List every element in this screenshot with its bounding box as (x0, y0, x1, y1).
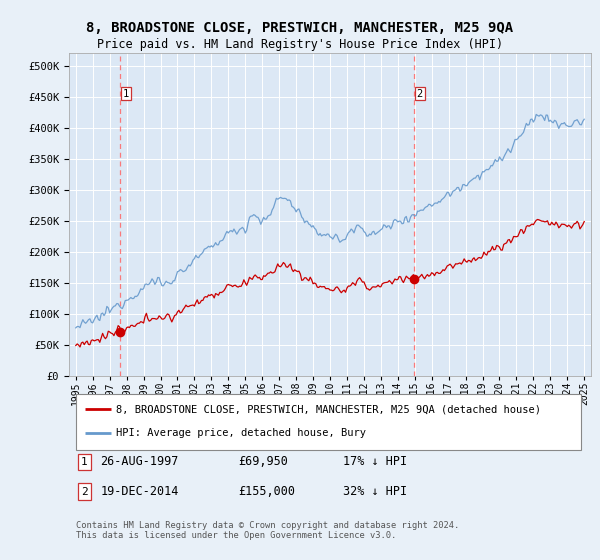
Text: 1: 1 (123, 88, 129, 99)
Text: 17% ↓ HPI: 17% ↓ HPI (343, 455, 407, 468)
Text: 19-DEC-2014: 19-DEC-2014 (100, 486, 179, 498)
Text: 2: 2 (416, 88, 423, 99)
FancyBboxPatch shape (76, 394, 581, 450)
Text: Price paid vs. HM Land Registry's House Price Index (HPI): Price paid vs. HM Land Registry's House … (97, 38, 503, 50)
Text: 8, BROADSTONE CLOSE, PRESTWICH, MANCHESTER, M25 9QA (detached house): 8, BROADSTONE CLOSE, PRESTWICH, MANCHEST… (116, 404, 541, 414)
Text: £155,000: £155,000 (239, 486, 296, 498)
Text: Contains HM Land Registry data © Crown copyright and database right 2024.
This d: Contains HM Land Registry data © Crown c… (76, 521, 459, 540)
Text: 32% ↓ HPI: 32% ↓ HPI (343, 486, 407, 498)
Text: HPI: Average price, detached house, Bury: HPI: Average price, detached house, Bury (116, 428, 366, 438)
Text: 26-AUG-1997: 26-AUG-1997 (100, 455, 179, 468)
Text: 2: 2 (81, 487, 88, 497)
Text: 8, BROADSTONE CLOSE, PRESTWICH, MANCHESTER, M25 9QA: 8, BROADSTONE CLOSE, PRESTWICH, MANCHEST… (86, 21, 514, 35)
Text: £69,950: £69,950 (239, 455, 289, 468)
Text: 1: 1 (81, 457, 88, 467)
